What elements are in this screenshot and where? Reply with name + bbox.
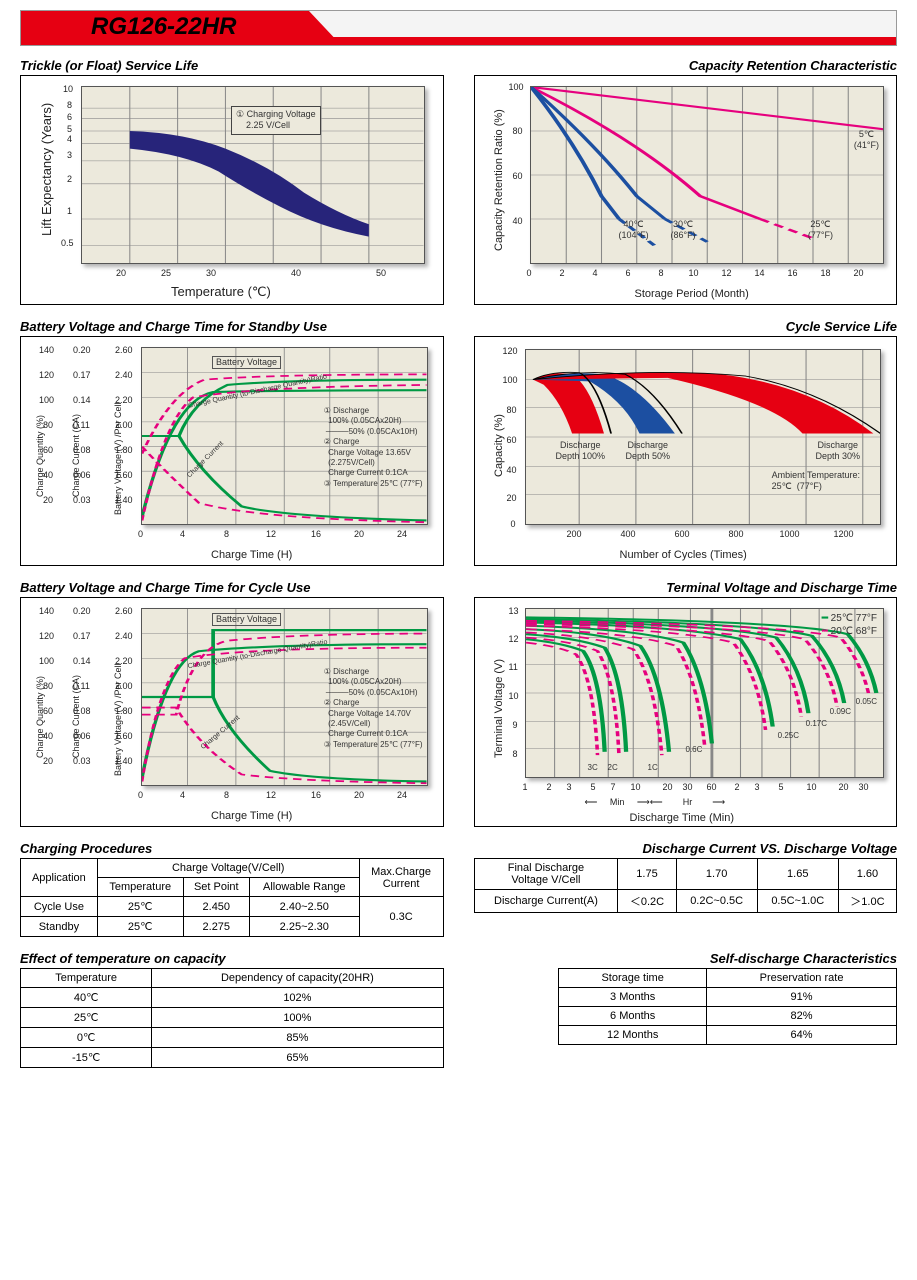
table-row: 0℃85%	[21, 1028, 444, 1048]
cp-h-range: Allowable Range	[249, 878, 359, 897]
retention-title: Capacity Retention Characteristic	[474, 58, 898, 73]
table-row: 6 Months82%	[559, 1007, 897, 1026]
tc-table: Temperature Dependency of capacity(20HR)…	[20, 968, 444, 1068]
trickle-xlabel: Temperature (℃)	[171, 284, 271, 300]
tc-title: Effect of temperature on capacity	[20, 951, 444, 966]
standby-title: Battery Voltage and Charge Time for Stan…	[20, 319, 444, 334]
cp-h-sp: Set Point	[183, 878, 249, 897]
terminal-title: Terminal Voltage and Discharge Time	[474, 580, 898, 595]
terminal-chart: ━ 25℃ 77°F┅ 20℃ 68°F 3C 2C 1C 0.6C 0.25C…	[474, 597, 898, 827]
retention-section: Capacity Retention Characteristic	[474, 52, 898, 305]
cyclelife-title: Cycle Service Life	[474, 319, 898, 334]
cp-title: Charging Procedures	[20, 841, 444, 856]
sd-title: Self-discharge Characteristics	[474, 951, 898, 966]
header-red-tail	[284, 37, 897, 45]
trickle-chart: ① Charging Voltage 2.25 V/Cell Lift Expe…	[20, 75, 444, 305]
cyclelife-svg	[526, 350, 881, 524]
cp-h-app: Application	[21, 859, 98, 897]
table-row: 40℃102%	[21, 988, 444, 1008]
cyclecharge-chart: Battery Voltage Charge Quantity (to-Disc…	[20, 597, 444, 827]
terminal-section: Terminal Voltage and Discharge Time	[474, 574, 898, 827]
charging-procedures-section: Charging Procedures Application Charge V…	[20, 835, 444, 937]
sd-table: Storage time Preservation rate 3 Months9…	[558, 968, 897, 1045]
standby-chart: Battery Voltage Charge Quantity (to-Disc…	[20, 336, 444, 566]
terminal-xlabel: Discharge Time (Min)	[630, 812, 735, 824]
table-row: 12 Months64%	[559, 1026, 897, 1045]
cp-h-cv: Charge Voltage(V/Cell)	[97, 859, 359, 878]
retention-ylabel: Capacity Retention Ratio (%)	[493, 109, 505, 251]
trickle-title: Trickle (or Float) Service Life	[20, 58, 444, 73]
trickle-section: Trickle (or Float) Service Life ①	[20, 52, 444, 305]
retention-xlabel: Storage Period (Month)	[635, 288, 749, 300]
standby-section: Battery Voltage and Charge Time for Stan…	[20, 313, 444, 566]
table-row: 3 Months91%	[559, 988, 897, 1007]
cyclelife-section: Cycle Service Life	[474, 313, 898, 566]
dv-title: Discharge Current VS. Discharge Voltage	[474, 841, 898, 856]
cyclelife-ylabel: Capacity (%)	[493, 414, 505, 477]
selfdischarge-section: Self-discharge Characteristics Storage t…	[474, 945, 898, 1068]
cyclecharge-title: Battery Voltage and Charge Time for Cycl…	[20, 580, 444, 595]
dv-h1: Final DischargeVoltage V/Cell	[474, 859, 618, 890]
cyclelife-xlabel: Number of Cycles (Times)	[620, 549, 747, 561]
cp-h-max: Max.ChargeCurrent	[359, 859, 443, 897]
retention-chart: 5℃(41°F) 25℃(77°F) 30℃(86°F) 40℃(104°F) …	[474, 75, 898, 305]
cyclecharge-section: Battery Voltage and Charge Time for Cycl…	[20, 574, 444, 827]
cp-table: Application Charge Voltage(V/Cell) Max.C…	[20, 858, 444, 937]
cyclelife-chart: DischargeDepth 100% DischargeDepth 50% D…	[474, 336, 898, 566]
dv-h2: Discharge Current(A)	[474, 890, 618, 913]
terminal-ylabel: Terminal Voltage (V)	[493, 659, 505, 758]
cp-h-temp: Temperature	[97, 878, 183, 897]
discharge-vs-section: Discharge Current VS. Discharge Voltage …	[474, 835, 898, 937]
model-number: RG126-22HR	[91, 13, 236, 41]
dv-table: Final DischargeVoltage V/Cell 1.75 1.70 …	[474, 858, 898, 913]
table-row: -15℃65%	[21, 1048, 444, 1068]
trickle-ylabel: Lift Expectancy (Years)	[39, 103, 54, 236]
table-row: Cycle Use 25℃ 2.450 2.40~2.50 0.3C	[21, 897, 444, 917]
table-row: 25℃100%	[21, 1008, 444, 1028]
trickle-annot: ① Charging Voltage 2.25 V/Cell	[231, 106, 321, 135]
temp-capacity-section: Effect of temperature on capacity Temper…	[20, 945, 444, 1068]
header-bar: RG126-22HR	[20, 10, 897, 46]
